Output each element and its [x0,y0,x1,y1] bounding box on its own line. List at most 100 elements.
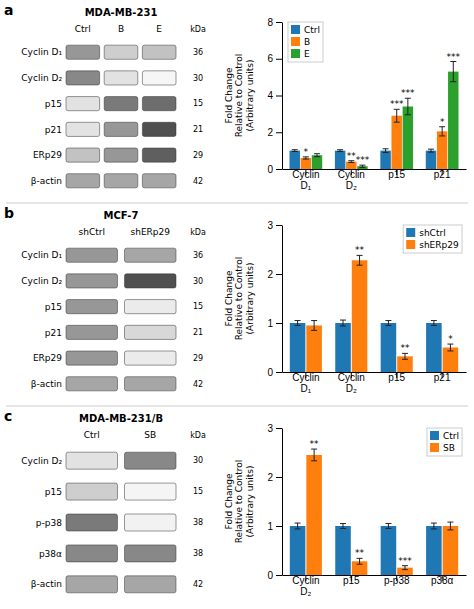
y-tick-label: 2 [267,127,273,138]
x-axis: CyclinD₂p15p-p38p38α [283,575,467,597]
blot-band [66,351,117,365]
y-tick-mark [276,477,282,478]
x-tick: CyclinD₂ [338,372,365,394]
y-tick-label: 8 [267,17,273,28]
y-tick-label: 6 [267,53,273,64]
error-bar [450,62,456,82]
x-tick-label-line: Cyclin [292,169,319,180]
y-axis-title-line: Relative to Control [234,460,244,544]
x-axis: CyclinD₁CyclinD₂p15p21 [283,372,467,394]
blot-band [66,148,100,162]
error-bar [439,127,445,136]
x-tick: p15 [388,169,405,180]
significance: ** [355,245,365,255]
bar [290,323,306,372]
bar [335,526,351,575]
x-tick-label-line: p21 [434,372,451,383]
row-label: ERp29 [33,353,62,363]
kda-label: 42 [193,380,203,389]
legend-label: shCtrl [419,228,445,238]
x-axis: CyclinD₁CyclinD₂p15p21 [283,169,467,191]
column-header: Ctrl [84,430,100,440]
bar [403,107,413,169]
blot-title: MDA-MB-231/B [79,413,163,424]
error-bar [295,321,301,326]
y-axis-title-line: Fold Change [224,67,234,123]
y-tick: 1 [267,318,282,329]
error-bar [340,524,346,529]
legend-swatch [291,37,300,46]
row-label: Cyclin D₁ [21,47,62,57]
legend-label: shERp29 [419,240,459,250]
blot-band [125,351,176,365]
blot-band [66,325,117,339]
x-tick-label: CyclinD₁ [292,169,319,191]
x-tick: CyclinD₂ [338,169,365,191]
y-axis: 0123 [267,220,282,378]
y-tick-label: 1 [267,318,273,329]
error-bar [295,523,301,529]
legend-label: E [304,49,310,59]
blot-band [66,377,117,391]
legend-items: CtrlBE [291,25,320,59]
y-tick-mark [276,132,282,133]
y-tick: 0 [267,367,282,378]
blot-band [66,452,117,469]
x-tick-label-line: p15 [343,575,360,586]
panel-label: a [4,2,13,18]
column-header: E [156,24,162,34]
blot-band [66,274,117,288]
y-tick: 0 [267,164,282,175]
row-label: p15 [45,487,62,497]
x-tick: p21 [434,372,451,383]
legend-label: SB [443,443,455,453]
blot-band [66,545,117,562]
error-bar [311,449,317,461]
blot-band [104,71,138,85]
y-tick-mark [276,575,282,576]
bar [335,151,345,169]
panel-label: c [4,408,12,424]
blot-panel: bMCF-7shCtrlshERp29kDaCyclin D₁36Cyclin … [4,205,206,391]
blot-band [125,483,176,500]
y-tick-label: 2 [267,472,273,483]
row-label: p-p38 [36,518,62,528]
bar [426,526,442,575]
blot-band [104,148,138,162]
y-axis-title-line: Relative to Control [234,54,244,138]
annotations: ***** [355,245,453,353]
row-label: p15 [45,302,62,312]
error-bar [314,154,320,157]
error-bar [394,109,400,122]
row-label: p15 [45,99,62,109]
y-axis-title-line: Relative to Control [234,257,244,341]
y-axis: 02468 [267,17,282,175]
bar [448,72,458,169]
blot-band [142,148,176,162]
error-bar [402,566,408,570]
row-label: Cyclin D₂ [21,276,62,286]
legend-swatch [406,240,415,249]
y-tick: 3 [267,220,282,231]
row-label: ERp29 [33,150,62,160]
y-axis-title: Fold ChangeRelative to Control(Arbitrary… [224,257,255,341]
blot-band [142,71,176,85]
y-tick-mark [276,96,282,97]
figure: aMDA-MB-231CtrlBEkDaCyclin D₁36Cyclin D₂… [0,0,474,609]
bar [443,526,459,575]
x-tick-label: CyclinD₁ [292,372,319,394]
y-axis-title-line: Fold Change [224,270,234,326]
x-tick-label: p21 [434,372,451,383]
y-tick-mark [276,274,282,275]
y-axis-title-line: (Arbitrary units) [245,60,255,132]
kda-label: 21 [193,125,203,134]
legend-swatch [291,25,300,34]
row-label: p38α [39,549,62,559]
error-bar [357,558,363,564]
legend-label: Ctrl [304,25,320,35]
kda-label: 38 [193,549,203,558]
x-tick: p15 [343,575,360,586]
x-tick-label: CyclinD₂ [338,169,365,191]
bar [381,526,397,575]
bar [312,155,322,169]
